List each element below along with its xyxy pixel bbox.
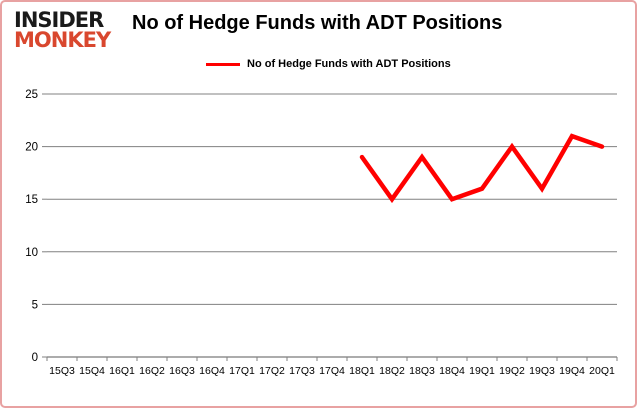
x-axis-tick-label: 16Q4 [199, 365, 225, 377]
logo-text-monkey: MONKEY [14, 27, 111, 52]
x-axis-tick-label: 19Q1 [469, 365, 495, 377]
y-axis-tick-label: 20 [25, 142, 38, 154]
x-axis-tick-label: 18Q3 [409, 365, 435, 377]
x-axis-tick-label: 18Q2 [379, 365, 405, 377]
x-axis-tick-label: 17Q3 [289, 365, 315, 377]
x-axis-tick-label: 19Q3 [529, 365, 555, 377]
y-axis-tick-label: 15 [25, 194, 38, 206]
chart-title: No of Hedge Funds with ADT Positions [132, 12, 503, 34]
legend-line-marker-icon [206, 62, 240, 66]
y-axis-tick-label: 10 [25, 247, 38, 259]
chart-legend: No of Hedge Funds with ADT Positions [206, 58, 451, 70]
x-axis-tick-label: 17Q1 [229, 365, 255, 377]
y-axis-tick-label: 0 [32, 352, 38, 364]
x-axis-tick-label: 16Q2 [139, 365, 165, 377]
x-axis-tick-label: 15Q3 [49, 365, 75, 377]
y-axis-tick-label: 25 [25, 89, 38, 101]
y-axis-tick-label: 5 [32, 299, 38, 311]
logo-text-insider: INSIDER [14, 8, 104, 32]
x-axis-tick-label: 19Q4 [559, 365, 585, 377]
x-axis-tick-label: 18Q4 [439, 365, 465, 377]
x-axis-tick-label: 17Q2 [259, 365, 285, 377]
x-axis-tick-label: 20Q1 [589, 365, 615, 377]
x-axis-tick-label: 19Q2 [499, 365, 525, 377]
x-axis-tick-label: 15Q4 [79, 365, 105, 377]
x-axis-tick-label: 18Q1 [349, 365, 375, 377]
x-axis-tick-label: 16Q1 [109, 365, 135, 377]
series-line [359, 133, 605, 204]
x-axis-tick-label: 16Q3 [169, 365, 195, 377]
x-axis-tick-label: 17Q4 [319, 365, 345, 377]
legend-series-label: No of Hedge Funds with ADT Positions [247, 58, 451, 70]
insider-monkey-logo: INSIDER MONKEY [14, 8, 111, 52]
